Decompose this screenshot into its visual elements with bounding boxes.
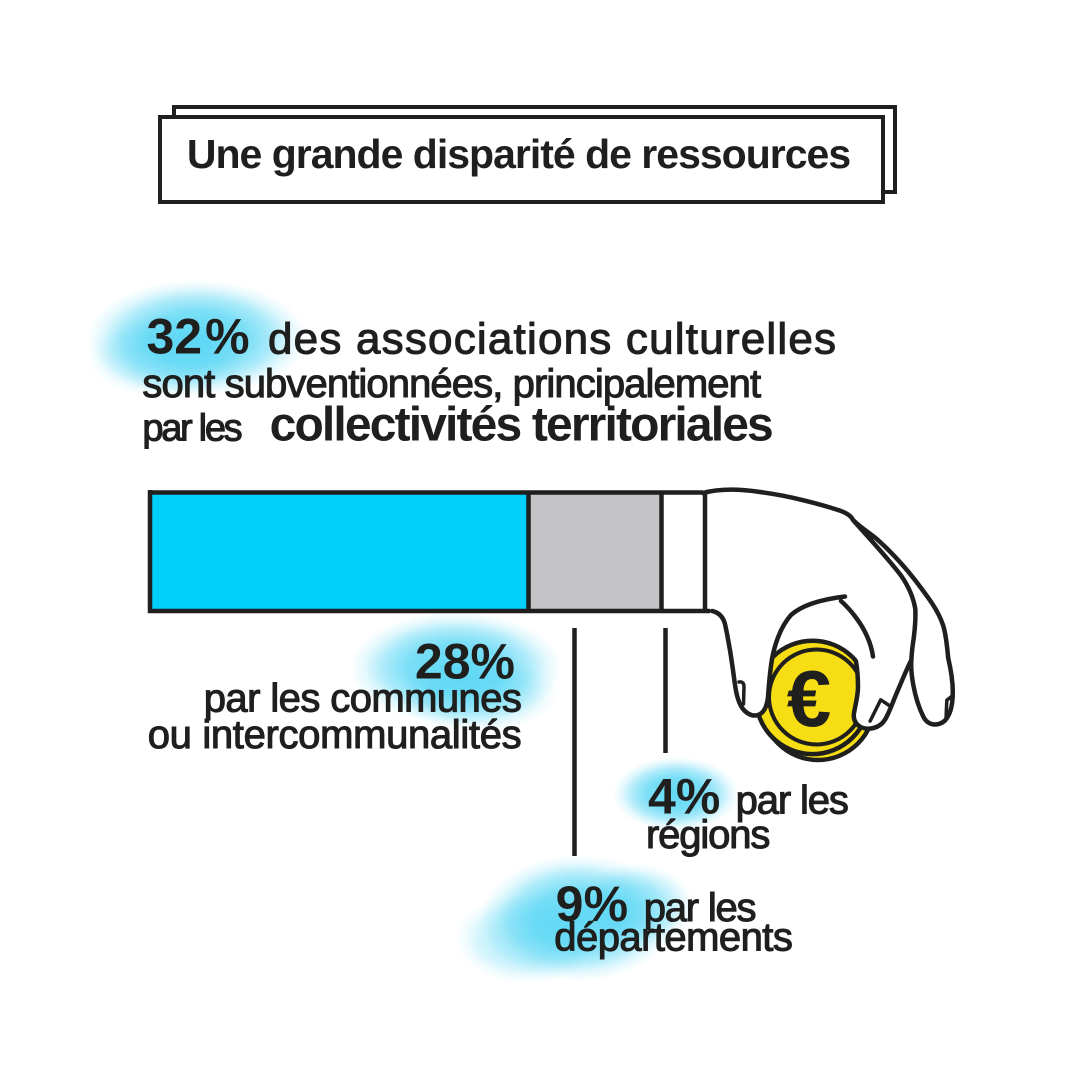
svg-text:par les: par les — [142, 408, 241, 450]
svg-text:9%: 9% — [556, 876, 628, 932]
svg-text:par les: par les — [644, 886, 756, 930]
svg-text:€: € — [787, 654, 832, 743]
svg-text:Une grande disparité de ressou: Une grande disparité de ressources — [187, 131, 850, 177]
svg-text:28%: 28% — [415, 634, 515, 690]
svg-text:collectivités territoriales: collectivités territoriales — [270, 399, 772, 452]
svg-text:départements: départements — [554, 916, 792, 960]
svg-text:ou intercommunalités: ou intercommunalités — [148, 713, 522, 757]
svg-text:des associations culturelles: des associations culturelles — [268, 315, 837, 364]
svg-text:sont subventionnées, principal: sont subventionnées, principalement — [142, 362, 761, 406]
svg-text:par les: par les — [736, 779, 848, 823]
svg-text:régions: régions — [646, 813, 769, 857]
svg-text:par les communes: par les communes — [204, 677, 522, 721]
svg-text:32%: 32% — [147, 309, 250, 365]
svg-text:4%: 4% — [648, 769, 720, 825]
